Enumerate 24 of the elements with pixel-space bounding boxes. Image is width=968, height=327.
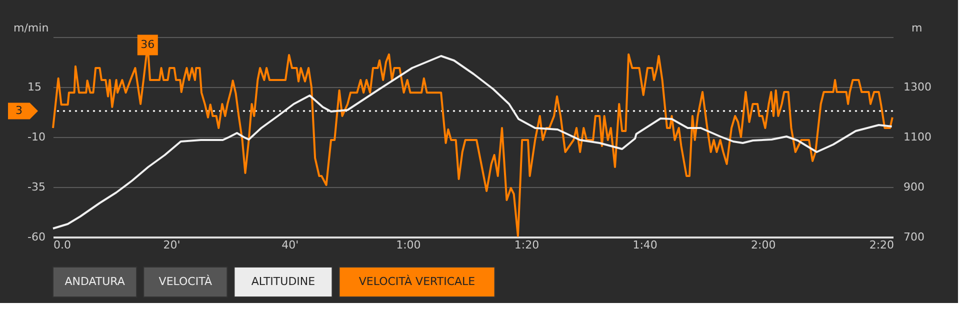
y2-tick-label: 1100 bbox=[904, 130, 932, 144]
x-tick-label: 0.0 bbox=[54, 238, 71, 252]
y-tick-label: -10 bbox=[28, 130, 46, 144]
x-tick-label: 20' bbox=[163, 238, 180, 252]
x-tick-label: 1:20 bbox=[514, 238, 540, 252]
y2-axis-title: m bbox=[912, 22, 922, 34]
x-tick-label: 40' bbox=[282, 238, 299, 252]
text: VELOCITÀ VERTICALE bbox=[358, 274, 476, 288]
y-axis-title: m/min bbox=[14, 22, 49, 34]
y2-tick-label: 900 bbox=[904, 180, 924, 194]
x-tick-label: 1:40 bbox=[632, 238, 658, 252]
y2-tick-label: 700 bbox=[904, 230, 924, 244]
y2-tick-label: 1300 bbox=[904, 80, 932, 94]
text: VELOCITÀ bbox=[158, 274, 212, 288]
text: ALTITUDINE bbox=[251, 275, 316, 288]
y-tick-label: -35 bbox=[28, 180, 46, 194]
ref-line-label: 3 bbox=[16, 104, 22, 117]
y-tick-label: -60 bbox=[28, 230, 46, 244]
y-tick-label: 15 bbox=[28, 80, 42, 94]
x-tick-label: 2:20 bbox=[869, 238, 894, 252]
x-tick-label: 2:00 bbox=[751, 238, 776, 252]
annotation: 36 bbox=[140, 38, 155, 51]
x-tick-label: 1:00 bbox=[396, 238, 421, 252]
text: ANDATURA bbox=[64, 275, 126, 288]
